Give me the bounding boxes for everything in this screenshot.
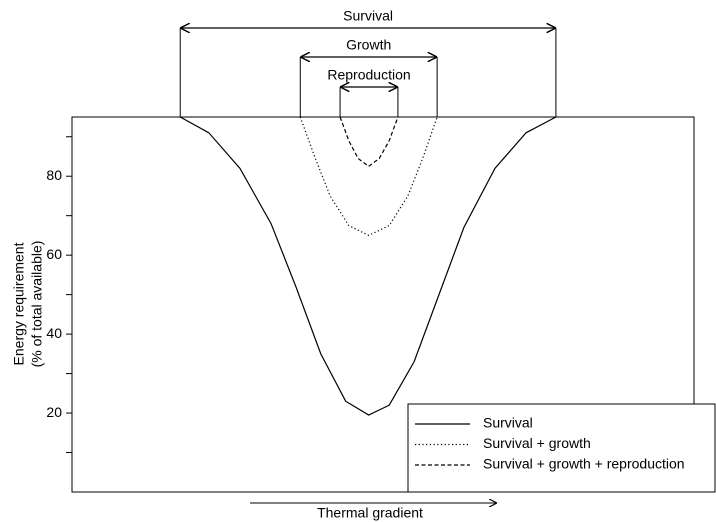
y-tick-label: 20 xyxy=(46,404,62,420)
y-tick-label: 40 xyxy=(46,325,62,341)
bracket-label: Growth xyxy=(346,37,391,53)
y-tick-label: 60 xyxy=(46,246,62,262)
legend-label: Survival + growth + reproduction xyxy=(483,456,685,472)
y-axis-label: Energy requirement xyxy=(11,242,27,365)
y-tick-label: 80 xyxy=(46,167,62,183)
legend xyxy=(407,403,716,493)
y-axis-label: (% of total available) xyxy=(29,241,45,368)
plot-frame xyxy=(71,116,695,493)
line xyxy=(299,116,438,237)
line xyxy=(179,116,557,416)
line xyxy=(339,116,399,168)
legend-label: Survival xyxy=(483,415,533,431)
bracket-label: Survival xyxy=(343,8,393,24)
bracket-label: Reproduction xyxy=(327,67,410,83)
legend-label: Survival + growth xyxy=(483,435,591,451)
x-axis-label: Thermal gradient xyxy=(317,505,423,521)
